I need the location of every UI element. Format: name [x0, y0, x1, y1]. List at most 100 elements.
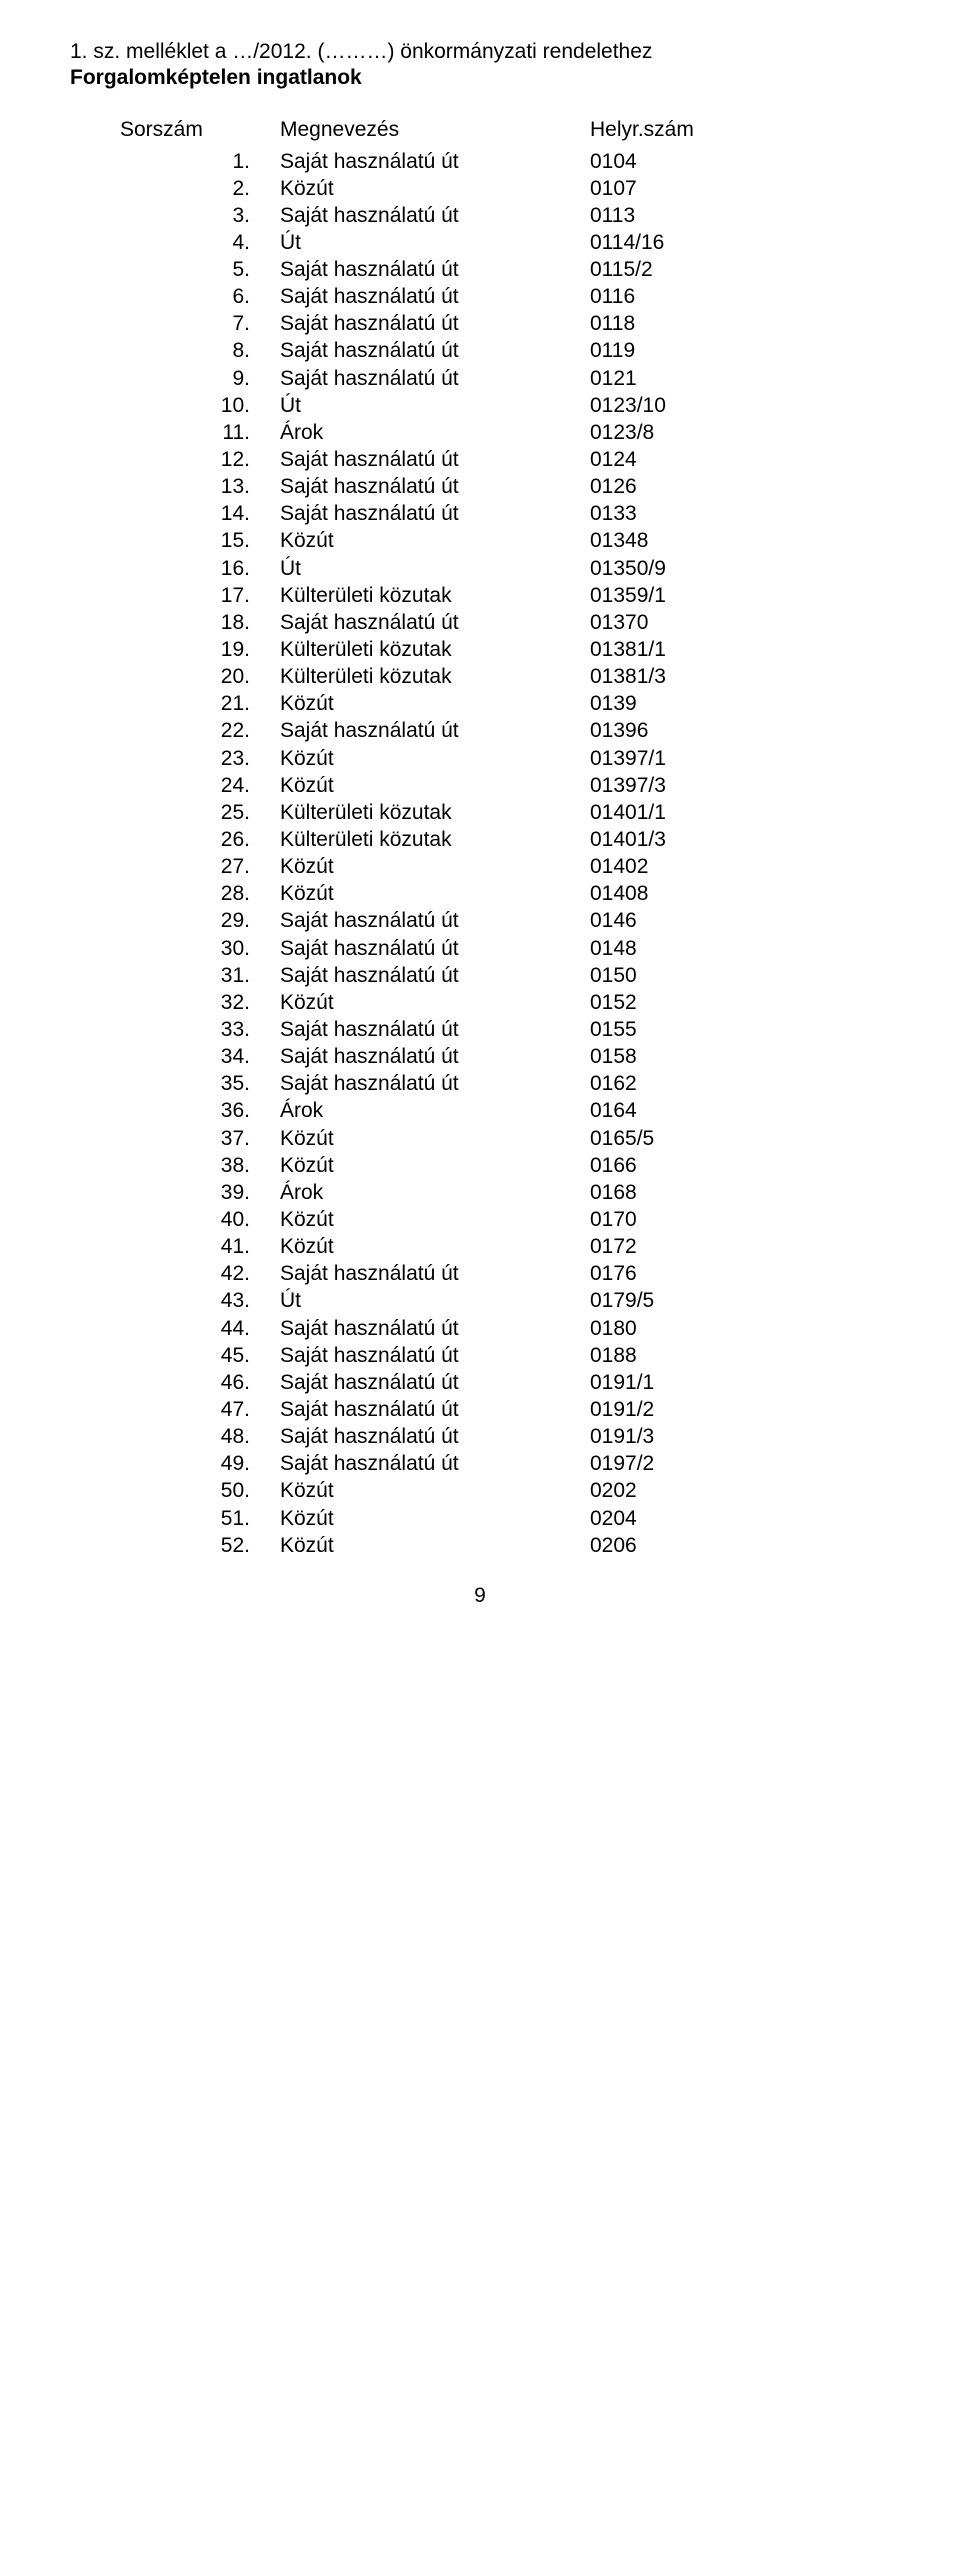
cell-sorszam: 31. [120, 964, 280, 988]
cell-helyrszam: 0204 [590, 1507, 740, 1531]
cell-megnevezes: Közút [280, 1127, 590, 1151]
cell-sorszam: 25. [120, 801, 280, 825]
table-row: 37.Közút0165/5 [120, 1125, 890, 1152]
cell-sorszam: 7. [120, 312, 280, 336]
table-row: 18.Saját használatú út01370 [120, 609, 890, 636]
cell-helyrszam: 01397/3 [590, 774, 740, 798]
cell-megnevezes: Közút [280, 1154, 590, 1178]
cell-helyrszam: 01396 [590, 719, 740, 743]
cell-megnevezes: Saját használatú út [280, 204, 590, 228]
table-row: 4.Út0114/16 [120, 229, 890, 256]
cell-sorszam: 17. [120, 584, 280, 608]
cell-sorszam: 3. [120, 204, 280, 228]
table-header-row: Sorszám Megnevezés Helyr.szám [120, 118, 890, 142]
table-row: 30.Saját használatú út0148 [120, 935, 890, 962]
cell-helyrszam: 0188 [590, 1344, 740, 1368]
cell-helyrszam: 01401/1 [590, 801, 740, 825]
table-row: 2.Közút0107 [120, 175, 890, 202]
cell-helyrszam: 01381/1 [590, 638, 740, 662]
cell-helyrszam: 01397/1 [590, 747, 740, 771]
table-row: 15.Közút01348 [120, 528, 890, 555]
cell-megnevezes: Saját használatú út [280, 448, 590, 472]
cell-helyrszam: 0107 [590, 177, 740, 201]
cell-megnevezes: Út [280, 394, 590, 418]
cell-helyrszam: 0123/8 [590, 421, 740, 445]
cell-helyrszam: 01402 [590, 855, 740, 879]
cell-sorszam: 48. [120, 1425, 280, 1449]
table-row: 29.Saját használatú út0146 [120, 908, 890, 935]
cell-megnevezes: Saját használatú út [280, 1317, 590, 1341]
cell-sorszam: 35. [120, 1072, 280, 1096]
cell-helyrszam: 0202 [590, 1479, 740, 1503]
cell-helyrszam: 01408 [590, 882, 740, 906]
cell-sorszam: 6. [120, 285, 280, 309]
cell-sorszam: 2. [120, 177, 280, 201]
cell-sorszam: 1. [120, 150, 280, 174]
cell-sorszam: 45. [120, 1344, 280, 1368]
cell-sorszam: 29. [120, 909, 280, 933]
table-row: 8.Saját használatú út0119 [120, 338, 890, 365]
cell-sorszam: 51. [120, 1507, 280, 1531]
cell-helyrszam: 0148 [590, 937, 740, 961]
cell-megnevezes: Saját használatú út [280, 964, 590, 988]
table-row: 52.Közút0206 [120, 1532, 890, 1559]
cell-helyrszam: 0180 [590, 1317, 740, 1341]
cell-helyrszam: 0191/1 [590, 1371, 740, 1395]
cell-sorszam: 42. [120, 1262, 280, 1286]
cell-sorszam: 13. [120, 475, 280, 499]
cell-sorszam: 11. [120, 421, 280, 445]
cell-helyrszam: 0179/5 [590, 1289, 740, 1313]
table-row: 17.Külterületi közutak01359/1 [120, 582, 890, 609]
cell-sorszam: 24. [120, 774, 280, 798]
cell-sorszam: 43. [120, 1289, 280, 1313]
table-row: 39.Árok0168 [120, 1179, 890, 1206]
col-header-helyrszam: Helyr.szám [590, 118, 740, 142]
cell-sorszam: 23. [120, 747, 280, 771]
cell-sorszam: 4. [120, 231, 280, 255]
cell-helyrszam: 0191/2 [590, 1398, 740, 1422]
cell-helyrszam: 0121 [590, 367, 740, 391]
cell-megnevezes: Saját használatú út [280, 312, 590, 336]
cell-sorszam: 46. [120, 1371, 280, 1395]
cell-helyrszam: 0146 [590, 909, 740, 933]
cell-megnevezes: Saját használatú út [280, 909, 590, 933]
cell-helyrszam: 0119 [590, 339, 740, 363]
table-row: 13.Saját használatú út0126 [120, 474, 890, 501]
table-row: 27.Közút01402 [120, 854, 890, 881]
cell-megnevezes: Saját használatú út [280, 1425, 590, 1449]
cell-megnevezes: Árok [280, 421, 590, 445]
cell-sorszam: 49. [120, 1452, 280, 1476]
table-row: 50.Közút0202 [120, 1478, 890, 1505]
cell-megnevezes: Út [280, 557, 590, 581]
header-title: Forgalomképtelen ingatlanok [70, 66, 890, 90]
table-row: 19.Külterületi közutak01381/1 [120, 637, 890, 664]
table-row: 1.Saját használatú út0104 [120, 148, 890, 175]
cell-helyrszam: 0206 [590, 1534, 740, 1558]
table-row: 16.Út01350/9 [120, 555, 890, 582]
cell-sorszam: 15. [120, 529, 280, 553]
cell-megnevezes: Saját használatú út [280, 1344, 590, 1368]
table-row: 7.Saját használatú út0118 [120, 311, 890, 338]
cell-helyrszam: 0104 [590, 150, 740, 174]
cell-helyrszam: 01401/3 [590, 828, 740, 852]
cell-megnevezes: Közút [280, 991, 590, 1015]
cell-sorszam: 12. [120, 448, 280, 472]
cell-helyrszam: 0152 [590, 991, 740, 1015]
cell-megnevezes: Saját használatú út [280, 502, 590, 526]
cell-megnevezes: Saját használatú út [280, 475, 590, 499]
table-row: 5.Saját használatú út0115/2 [120, 257, 890, 284]
table-row: 36.Árok0164 [120, 1098, 890, 1125]
cell-helyrszam: 0150 [590, 964, 740, 988]
cell-helyrszam: 01359/1 [590, 584, 740, 608]
table-row: 20.Külterületi közutak01381/3 [120, 664, 890, 691]
cell-sorszam: 33. [120, 1018, 280, 1042]
table-row: 23.Közút01397/1 [120, 745, 890, 772]
table-row: 43.Út0179/5 [120, 1288, 890, 1315]
table-row: 24.Közút01397/3 [120, 772, 890, 799]
cell-helyrszam: 01350/9 [590, 557, 740, 581]
table-row: 14.Saját használatú út0133 [120, 501, 890, 528]
cell-helyrszam: 0124 [590, 448, 740, 472]
cell-megnevezes: Saját használatú út [280, 1072, 590, 1096]
cell-sorszam: 10. [120, 394, 280, 418]
table-row: 25.Külterületi közutak01401/1 [120, 799, 890, 826]
